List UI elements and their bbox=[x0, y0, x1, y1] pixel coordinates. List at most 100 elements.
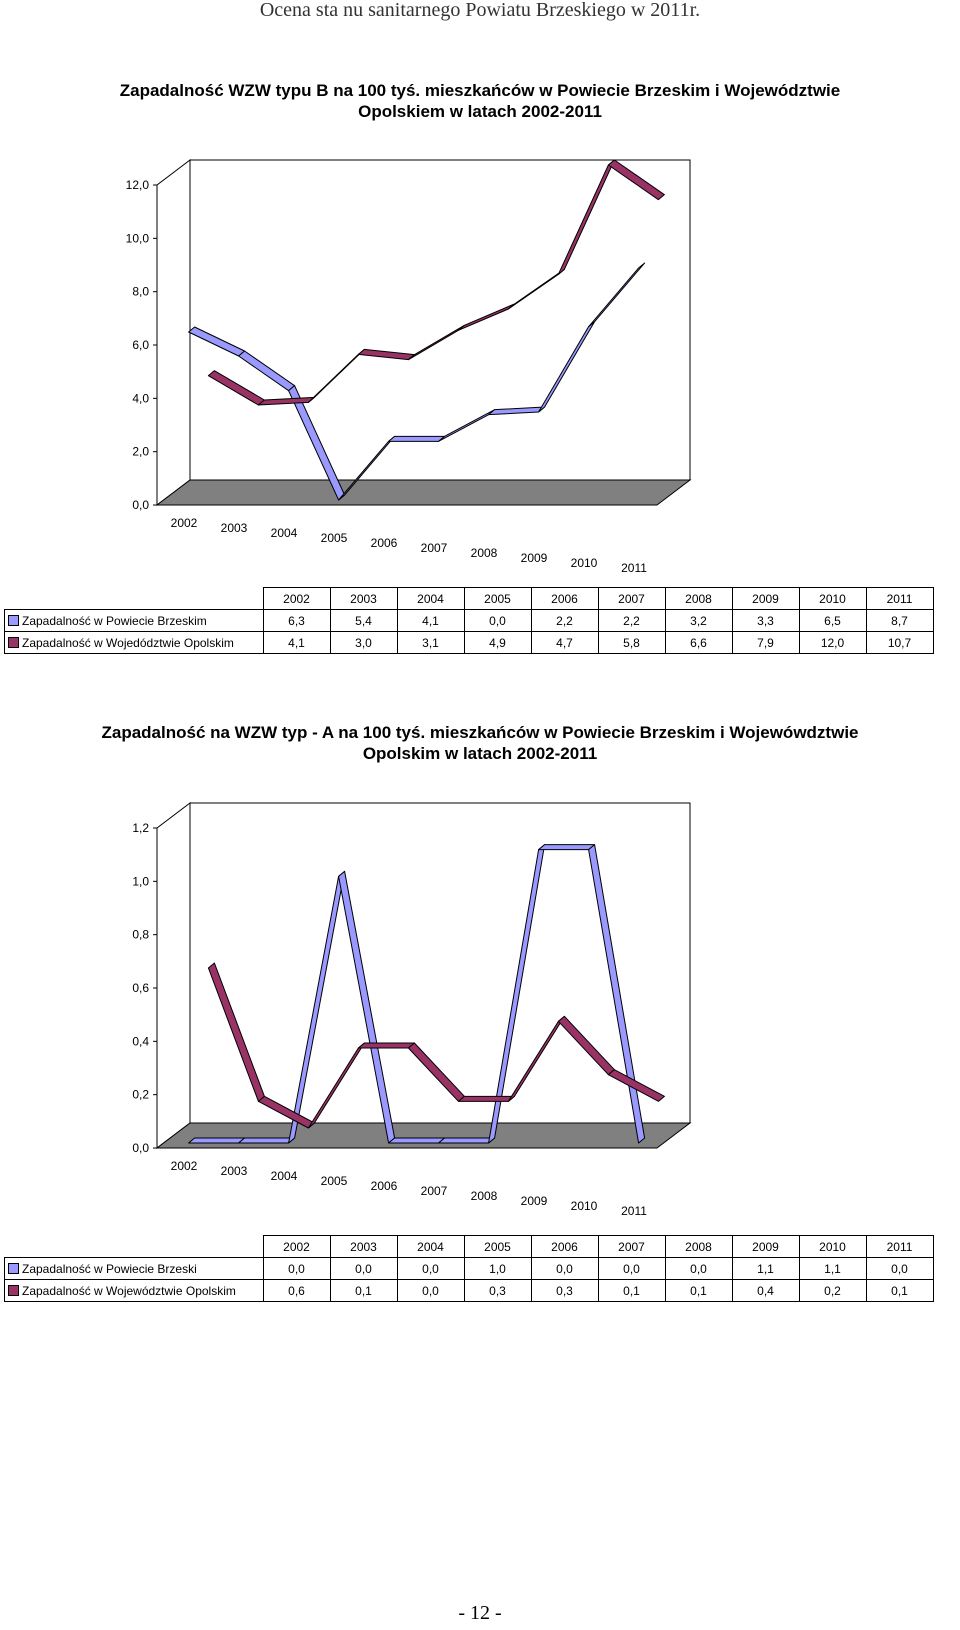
chart1-xtick-label: 2007 bbox=[421, 541, 448, 555]
chart2-table-value: 0,0 bbox=[597, 1257, 666, 1280]
chart2-table-value: 1,0 bbox=[463, 1257, 532, 1280]
chart2-xtick-label: 2006 bbox=[371, 1179, 398, 1193]
chart2-series-a-segment bbox=[188, 1137, 246, 1144]
chart2-series-b-segment bbox=[607, 1069, 665, 1102]
chart2-ytick-label: 0,6 bbox=[132, 981, 149, 995]
chart2-table-value: 0,0 bbox=[396, 1279, 465, 1302]
chart2-plot: 0,0 0,2 0,4 0,6 0,8 1,0 1,2 2002 2003 2004 2005 200… bbox=[132, 801, 692, 1218]
chart1-table-year: 2011 bbox=[865, 587, 934, 610]
chart2-xtick-label: 2005 bbox=[321, 1174, 348, 1188]
chart2-table-value: 0,4 bbox=[731, 1279, 800, 1302]
chart1-table-value: 0,0 bbox=[463, 609, 532, 632]
chart1-table-value: 3,3 bbox=[731, 609, 800, 632]
chart1-table-value: 3,2 bbox=[664, 609, 733, 632]
chart2-ytick-label: 0,4 bbox=[132, 1034, 149, 1048]
chart1-xtick-label: 2011 bbox=[621, 561, 647, 575]
chart2-title: Zapadalność na WZW typ - A na 100 tyś. m… bbox=[0, 722, 960, 764]
chart2-ytick-label: 0,0 bbox=[132, 1141, 149, 1155]
chart1-ytick-label: 4,0 bbox=[132, 391, 149, 405]
chart1-table-year: 2005 bbox=[463, 587, 532, 610]
chart1-xtick-label: 2003 bbox=[221, 521, 248, 535]
chart2-table-year: 2010 bbox=[798, 1235, 867, 1258]
chart2-table-value: 0,1 bbox=[329, 1279, 398, 1302]
chart2-series-a-segment bbox=[438, 1137, 496, 1144]
chart2-table-header-row: 2002 2003 2004 2005 2006 2007 2008 2009 2010 2011 bbox=[5, 1235, 934, 1258]
chart1-table-value: 4,1 bbox=[396, 609, 465, 632]
series-a-swatch bbox=[8, 614, 19, 626]
series-b-name: Zapadalność w Województwie Opolskim bbox=[22, 1283, 236, 1298]
chart2-table-value: 0,0 bbox=[664, 1257, 733, 1280]
chart1-xtick-label: 2005 bbox=[321, 531, 348, 545]
chart1-table-series-a-label: Zapadalność w Powiecie Brzeskim bbox=[4, 609, 264, 632]
chart2-series-b-segment bbox=[457, 1095, 515, 1102]
chart1-table-value: 6,6 bbox=[664, 631, 733, 654]
chart1-table-value: 2,2 bbox=[597, 609, 666, 632]
chart1-table-value: 4,9 bbox=[463, 631, 532, 654]
page-header: Ocena sta nu sanitarnego Powiatu Brzeski… bbox=[259, 0, 701, 21]
chart1-xtick-label: 2008 bbox=[471, 546, 498, 560]
chart2-ytick-label: 1,0 bbox=[132, 874, 149, 888]
page-number: - 12 - bbox=[458, 1602, 502, 1624]
chart1-table-value: 3,0 bbox=[329, 631, 398, 654]
chart2-xtick-label: 2002 bbox=[171, 1159, 198, 1173]
chart1-table-value: 2,2 bbox=[530, 609, 599, 632]
chart1-table-value: 4,1 bbox=[262, 631, 331, 654]
chart1-table-value: 7,9 bbox=[731, 631, 800, 654]
chart1-plot: 0,0 2,0 4,0 6,0 8,0 10,0 12,0 2002 2003 2004 2005 2… bbox=[126, 158, 692, 575]
chart2-table-year: 2007 bbox=[597, 1235, 666, 1258]
chart2-table-year: 2005 bbox=[463, 1235, 532, 1258]
chart1-ytick-label: 12,0 bbox=[126, 178, 150, 192]
chart2-table-value: 0,1 bbox=[865, 1279, 934, 1302]
series-b-swatch bbox=[8, 1284, 19, 1296]
chart2-table-value: 0,3 bbox=[463, 1279, 532, 1302]
chart1-xtick-label: 2004 bbox=[271, 526, 298, 540]
chart1-ytick-label: 8,0 bbox=[132, 285, 149, 299]
chart2-table-row-series-b: Zapadalność w Województwie Opolskim 0,6 0… bbox=[4, 1279, 934, 1302]
chart1-ytick-label: 0,0 bbox=[132, 498, 149, 512]
chart1-side-wall bbox=[156, 158, 191, 507]
chart2-ytick-label: 0,2 bbox=[132, 1088, 149, 1102]
chart2-table-year: 2008 bbox=[664, 1235, 733, 1258]
chart2-xtick-label: 2007 bbox=[421, 1184, 448, 1198]
chart1-data-table: 2002 2003 2004 2005 2006 2007 2008 2009 2010 2011… bbox=[4, 587, 934, 654]
chart2-title-line1: Zapadalność na WZW typ - A na 100 tyś. m… bbox=[101, 723, 859, 742]
chart1-table-value: 5,4 bbox=[329, 609, 398, 632]
chart2-series-a-segment bbox=[388, 1137, 446, 1144]
chart1-table-row-series-a: Zapadalność w Powiecie Brzeskim 6,3 5,4 4,… bbox=[4, 609, 934, 632]
chart1-table-year: 2010 bbox=[798, 587, 867, 610]
chart2-table-value: 0,0 bbox=[396, 1257, 465, 1280]
chart1-title-line2: Opolskiem w latach 2002-2011 bbox=[358, 102, 602, 121]
chart2-title-line2: Opolskim w latach 2002-2011 bbox=[362, 744, 598, 763]
chart1-table-year: 2009 bbox=[731, 587, 800, 610]
chart1-table-value: 10,7 bbox=[865, 631, 934, 654]
chart2-table-value: 0,3 bbox=[530, 1279, 599, 1302]
chart1-ytick-label: 6,0 bbox=[132, 338, 149, 352]
chart2-table-corner bbox=[5, 1236, 264, 1258]
chart1-table-series-b-label: Zapadalność w Wojedództwie Opolskim bbox=[4, 631, 264, 654]
chart1-title: Zapadalność WZW typu B na 100 tyś. miesz… bbox=[0, 80, 960, 122]
series-a-name: Zapadalność w Powiecie Brzeski bbox=[22, 1261, 197, 1276]
chart2-table-year: 2002 bbox=[262, 1235, 331, 1258]
chart2-data-table: 2002 2003 2004 2005 2006 2007 2008 2009 2010 2011… bbox=[4, 1235, 934, 1302]
chart2-table-value: 0,0 bbox=[329, 1257, 398, 1280]
chart2-table-value: 1,1 bbox=[731, 1257, 800, 1280]
chart1-series-a-segment bbox=[588, 262, 646, 328]
chart1-table-value: 4,7 bbox=[530, 631, 599, 654]
chart1-table-year: 2004 bbox=[396, 587, 465, 610]
chart1-ytick-label: 10,0 bbox=[126, 231, 150, 245]
chart2-table-year: 2011 bbox=[865, 1235, 934, 1258]
chart2-table-value: 0,0 bbox=[262, 1257, 331, 1280]
series-a-name: Zapadalność w Powiecie Brzeskim bbox=[22, 613, 207, 628]
chart2-table-series-b-label: Zapadalność w Województwie Opolskim bbox=[4, 1279, 264, 1302]
chart2-table-year: 2003 bbox=[329, 1235, 398, 1258]
chart1-xtick-label: 2006 bbox=[371, 536, 398, 550]
chart2-xtick-label: 2004 bbox=[271, 1169, 298, 1183]
chart1-title-line1: Zapadalność WZW typu B na 100 tyś. miesz… bbox=[119, 81, 841, 100]
chart2-table-value: 0,1 bbox=[597, 1279, 666, 1302]
chart2-floor bbox=[155, 1122, 692, 1149]
chart2-table-series-a-label: Zapadalność w Powiecie Brzeski bbox=[4, 1257, 264, 1280]
chart2-xtick-label: 2011 bbox=[621, 1204, 647, 1218]
chart2-series-b-segment bbox=[357, 1042, 415, 1049]
chart2-xtick-label: 2010 bbox=[571, 1199, 598, 1213]
chart1-series-a-segment bbox=[388, 435, 446, 442]
